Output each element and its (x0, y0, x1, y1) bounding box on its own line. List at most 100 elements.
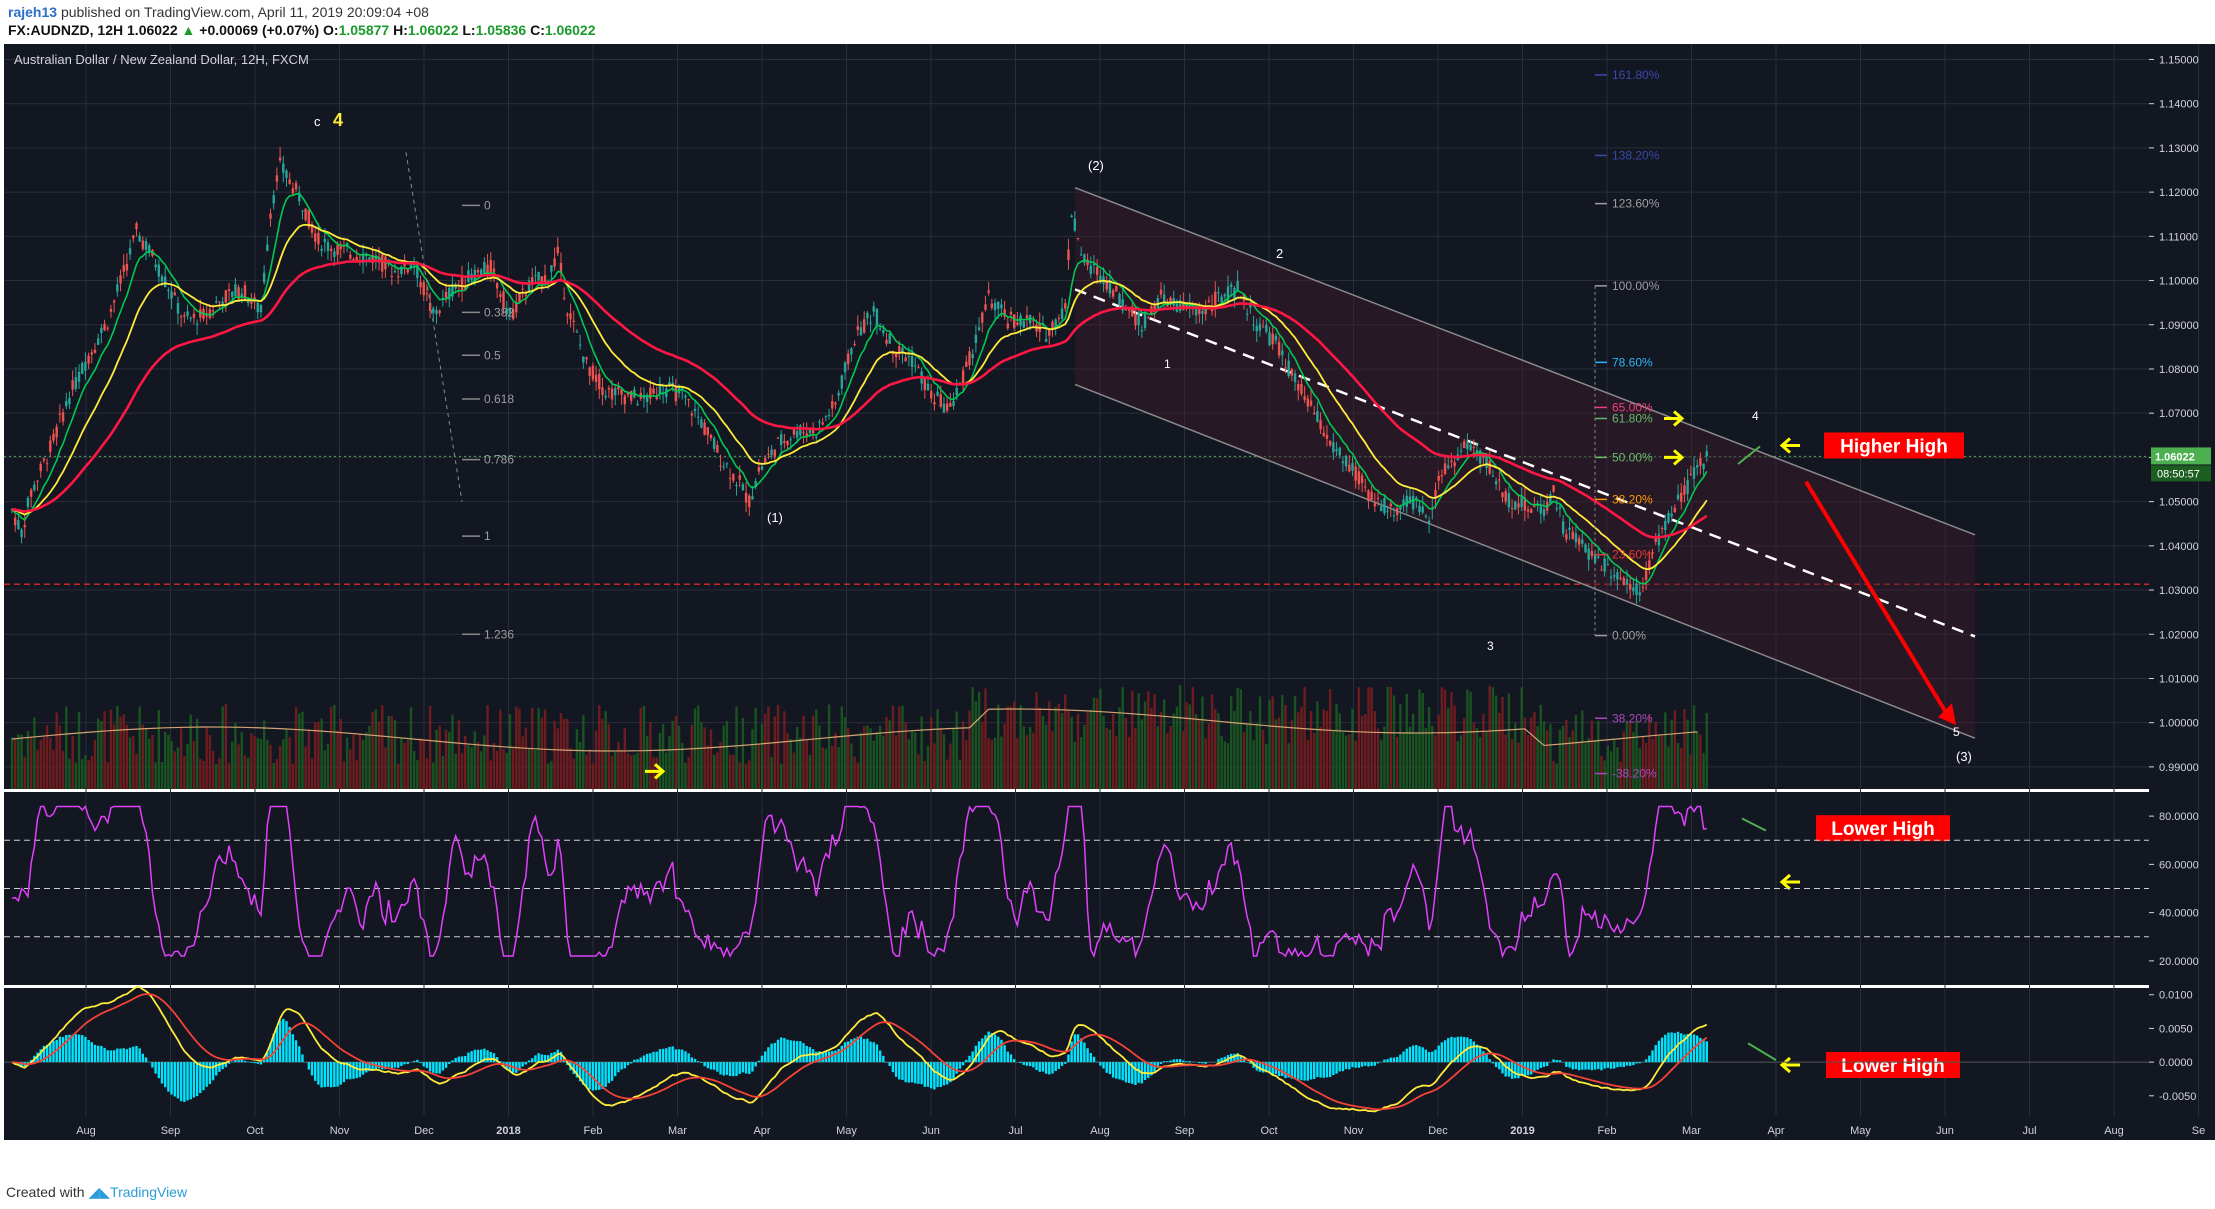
macd-hist-bar (872, 1042, 875, 1063)
macd-hist-bar (192, 1062, 196, 1098)
macd-hist-bar (930, 1062, 933, 1089)
macd-hist-bar (741, 1062, 745, 1073)
wave-1-paren-label: (1) (767, 510, 783, 525)
macd-hist-bar (1533, 1062, 1536, 1073)
volume-bar (409, 707, 413, 789)
macd-hist-bar (1635, 1062, 1638, 1064)
candle-body (492, 268, 496, 273)
volume-bar (604, 711, 607, 789)
chart-canvas[interactable]: 00.3820.50.6180.78611.236161.80%138.20%1… (0, 44, 2215, 1172)
candle-body (1226, 286, 1230, 302)
macd-hist-bar (138, 1048, 141, 1063)
macd-hist-bar (1198, 1062, 1201, 1064)
candle-body (1300, 383, 1303, 394)
volume-bar (1660, 735, 1664, 789)
candle-body (821, 422, 824, 425)
candle-body (1003, 309, 1006, 317)
macd-hist-bar (272, 1033, 275, 1063)
macd-hist-bar (1577, 1062, 1581, 1071)
candle-body (757, 467, 761, 472)
macd-hist-bar (1676, 1031, 1680, 1063)
candle-body (74, 377, 78, 389)
macd-hist-bar (476, 1049, 480, 1063)
candle-body (61, 412, 65, 422)
volume-bar (1431, 725, 1434, 789)
candle-body (272, 195, 275, 204)
macd-hist-bar (840, 1045, 844, 1063)
price-scale[interactable] (2149, 44, 2215, 1116)
macd-pane[interactable] (4, 988, 2149, 1116)
macd-hist-bar (655, 1051, 658, 1063)
close-value: 1.06022 (544, 22, 596, 38)
tradingview-brand[interactable]: TradingView (110, 1184, 188, 1200)
volume-bar (898, 706, 901, 789)
volume-bar (1223, 741, 1227, 789)
candle-body (1089, 265, 1092, 274)
candle-body (1095, 266, 1099, 275)
y-tick-label: 1.04000 (2159, 541, 2199, 553)
volume-bar (901, 705, 904, 789)
macd-hist-bar (87, 1040, 90, 1063)
volume-bar (148, 738, 151, 789)
macd-hist-bar (965, 1059, 968, 1063)
author-link[interactable]: rajeh13 (8, 4, 58, 20)
candle-body (818, 421, 821, 423)
time-scale[interactable] (4, 1116, 2215, 1140)
candle-body (930, 390, 933, 399)
candle-body (396, 276, 400, 278)
candle-body (42, 458, 46, 461)
wave-2-label: 2 (1276, 246, 1283, 261)
candle-body (1539, 506, 1543, 514)
candle-body (234, 284, 237, 296)
candle-body (1648, 560, 1651, 570)
macd-hist-bar (61, 1036, 65, 1063)
macd-hist-bar (1185, 1061, 1188, 1063)
macd-hist-bar (1536, 1062, 1539, 1070)
candle-body (1463, 441, 1466, 448)
candle-body (1153, 305, 1156, 313)
candle-body (1016, 322, 1019, 325)
macd-hist-bar (1111, 1062, 1115, 1078)
candle-body (409, 262, 413, 269)
candle-body (352, 259, 355, 261)
macd-hist-bar (997, 1036, 1000, 1063)
macd-hist-bar (547, 1055, 550, 1063)
macd-hist-bar (1271, 1062, 1274, 1075)
arrow-right-icon (1673, 449, 1685, 466)
candle-body (65, 401, 68, 407)
candle-body (221, 301, 224, 306)
volume-bar (160, 762, 164, 789)
candle-body (476, 270, 480, 273)
candle-body (227, 289, 231, 291)
macd-hist-bar (540, 1054, 544, 1063)
candle-body (543, 275, 547, 284)
macd-hist-bar (1220, 1057, 1223, 1063)
macd-hist-bar (521, 1062, 524, 1067)
macd-hist-bar (179, 1062, 183, 1102)
tradingview-logo-icon[interactable]: ◢◣ (88, 1184, 111, 1200)
candle-body (917, 367, 920, 369)
candle-body (119, 275, 122, 284)
macd-hist-bar (1064, 1062, 1067, 1064)
volume-bar (1680, 747, 1683, 789)
candle-body (1083, 254, 1086, 263)
wave-1-label: 1 (1164, 357, 1171, 371)
candle-body (259, 305, 263, 313)
volume-bar (68, 758, 71, 789)
volume-bar (1494, 695, 1498, 789)
candle-body (1162, 294, 1166, 303)
candle-body (1370, 491, 1373, 501)
candle-body (495, 283, 499, 289)
macd-hist-bar (748, 1062, 751, 1075)
volume-bar (700, 722, 703, 789)
volume-bar (1380, 739, 1383, 789)
volume-bar (1488, 685, 1491, 789)
price-pane[interactable] (4, 44, 2149, 789)
volume-bar (910, 731, 914, 789)
macd-hist-bar (294, 1040, 298, 1063)
volume-bar (1424, 727, 1428, 789)
volume-bar (977, 691, 981, 789)
macd-hist-bar (990, 1033, 994, 1063)
candle-body (84, 361, 87, 371)
candle-body (138, 235, 141, 242)
